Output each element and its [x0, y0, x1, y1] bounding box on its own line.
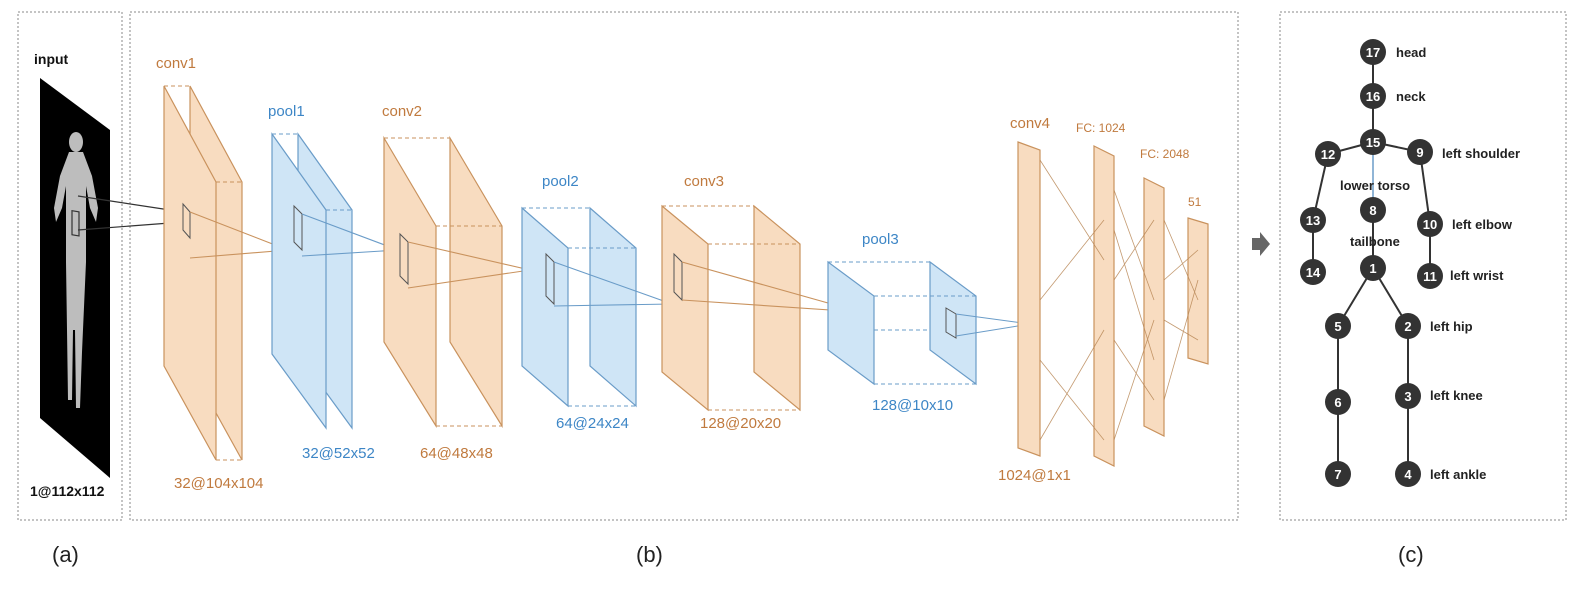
label-left-knee: left knee: [1430, 388, 1483, 403]
joint-13: [1300, 207, 1326, 233]
joint-number: 8: [1369, 203, 1376, 218]
input-label: input: [34, 51, 69, 67]
pool2-volume: [521, 206, 637, 408]
conv1-dims: 32@104x104: [174, 475, 263, 492]
label-left-wrist: left wrist: [1450, 268, 1504, 283]
caption-b: (b): [636, 542, 663, 567]
pool1-to-conv2-line-1: [301, 213, 399, 251]
pool2-to-conv3-line-2: [553, 303, 673, 307]
joint-9: [1407, 139, 1433, 165]
joint-number: 6: [1334, 395, 1341, 410]
label-head: head: [1396, 45, 1426, 60]
conv2-to-pool2-line-1: [407, 241, 531, 271]
fc1-layer: [1093, 145, 1115, 467]
conv3-dims: 128@20x20: [700, 415, 781, 432]
conv1-label: conv1: [156, 55, 196, 72]
joint-number: 7: [1334, 467, 1341, 482]
joint-number: 1: [1369, 261, 1376, 276]
fc2-label: FC: 2048: [1140, 147, 1190, 161]
input-patch: [71, 209, 80, 237]
joint-11: [1417, 263, 1443, 289]
joint-number: 11: [1423, 269, 1437, 284]
pool2-dims: 64@24x24: [556, 415, 629, 432]
pool2-label: pool2: [542, 173, 579, 190]
conv2-volume: [383, 135, 503, 429]
conv2-dims: 64@48x48: [420, 445, 493, 462]
joint-number: 3: [1404, 389, 1411, 404]
joint-numbers: 17 16 15 12 9 8 13 10 1 14 11 5 2 6 3 7 …: [1306, 45, 1437, 482]
conv4-dims: 1024@1x1: [998, 467, 1071, 484]
joint-8: [1360, 197, 1386, 223]
conv4-label: conv4: [1010, 115, 1050, 132]
joint-6: [1325, 389, 1351, 415]
joint-number: 12: [1321, 147, 1335, 162]
joint-2: [1395, 313, 1421, 339]
label-neck: neck: [1396, 89, 1426, 104]
panel-a-border: [17, 11, 123, 521]
pool1-volume: [271, 132, 353, 430]
fc-connections: [1039, 159, 1199, 441]
joint-10: [1417, 211, 1443, 237]
conv3-volume: [661, 204, 801, 412]
arrow-icon: [1252, 232, 1270, 256]
joint-16: [1360, 83, 1386, 109]
label-left-shoulder: left shoulder: [1442, 146, 1520, 161]
joint-5: [1325, 313, 1351, 339]
conv4-layer: [1017, 141, 1041, 457]
joint-number: 16: [1366, 89, 1380, 104]
pool3-volume: [827, 260, 977, 386]
pool1-dims: 32@52x52: [302, 445, 375, 462]
label-tailbone: tailbone: [1350, 234, 1400, 249]
label-lower-torso: lower torso: [1340, 178, 1410, 193]
joint-7: [1325, 461, 1351, 487]
pool1-label: pool1: [268, 103, 305, 120]
conv3-label: conv3: [684, 173, 724, 190]
joint-number: 4: [1404, 467, 1412, 482]
skeleton-joints: [1300, 39, 1443, 487]
panel-c-border: [1279, 11, 1567, 521]
output-layer: [1187, 217, 1209, 365]
conv1-volume: [163, 85, 243, 461]
human-silhouette: [54, 132, 98, 408]
caption-a: (a): [52, 542, 79, 567]
joint-number: 2: [1404, 319, 1411, 334]
joint-3: [1395, 383, 1421, 409]
input-dims: 1@112x112: [30, 483, 105, 499]
panel-b-border: [129, 11, 1239, 521]
joint-number: 15: [1366, 135, 1380, 150]
pool2-to-conv3-line-1: [553, 261, 673, 305]
joint-number: 13: [1306, 213, 1320, 228]
joint-17: [1360, 39, 1386, 65]
joint-number: 9: [1416, 145, 1423, 160]
joint-number: 14: [1306, 265, 1321, 280]
joint-number: 5: [1334, 319, 1341, 334]
fc2-layer: [1143, 177, 1165, 437]
joint-number: 10: [1423, 217, 1437, 232]
joint-14: [1300, 259, 1326, 285]
caption-c: (c): [1398, 542, 1424, 567]
pool3-dims: 128@10x10: [872, 397, 953, 414]
conv2-label: conv2: [382, 103, 422, 120]
label-left-hip: left hip: [1430, 319, 1473, 334]
joint-12: [1315, 141, 1341, 167]
joint-15: [1360, 129, 1386, 155]
pool3-label: pool3: [862, 231, 899, 248]
label-left-ankle: left ankle: [1430, 467, 1486, 482]
pool1-to-conv2-line-2: [301, 249, 399, 257]
output-label: 51: [1188, 195, 1202, 209]
fc1-label: FC: 1024: [1076, 121, 1126, 135]
label-left-elbow: left elbow: [1452, 217, 1513, 232]
joint-number: 17: [1366, 45, 1380, 60]
conv2-to-pool2-line-2: [407, 269, 531, 289]
joint-4: [1395, 461, 1421, 487]
joint-1: [1360, 255, 1386, 281]
